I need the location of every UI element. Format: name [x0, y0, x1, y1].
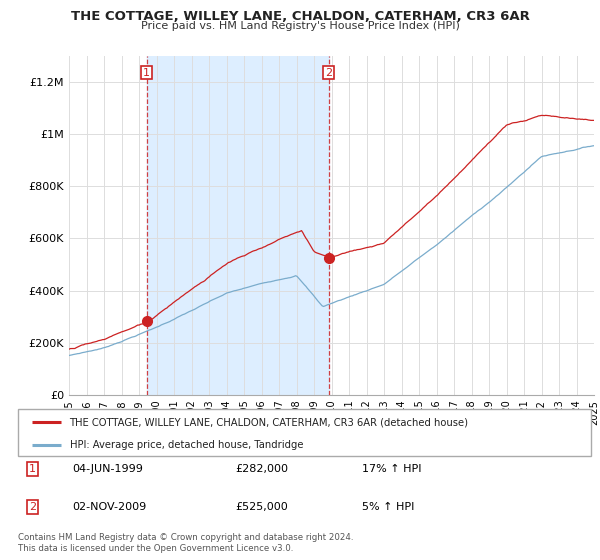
Text: Contains HM Land Registry data © Crown copyright and database right 2024.
This d: Contains HM Land Registry data © Crown c… — [18, 533, 353, 553]
Text: HPI: Average price, detached house, Tandridge: HPI: Average price, detached house, Tand… — [70, 440, 303, 450]
Bar — [146, 56, 329, 395]
Text: 02-NOV-2009: 02-NOV-2009 — [73, 502, 146, 512]
Text: 04-JUN-1999: 04-JUN-1999 — [73, 464, 143, 474]
Text: 2: 2 — [29, 502, 36, 512]
Text: THE COTTAGE, WILLEY LANE, CHALDON, CATERHAM, CR3 6AR (detached house): THE COTTAGE, WILLEY LANE, CHALDON, CATER… — [70, 417, 469, 427]
Text: 5% ↑ HPI: 5% ↑ HPI — [362, 502, 414, 512]
Text: 1: 1 — [29, 464, 36, 474]
Text: 1: 1 — [143, 68, 150, 78]
Text: THE COTTAGE, WILLEY LANE, CHALDON, CATERHAM, CR3 6AR: THE COTTAGE, WILLEY LANE, CHALDON, CATER… — [71, 10, 529, 23]
Text: 17% ↑ HPI: 17% ↑ HPI — [362, 464, 421, 474]
FancyBboxPatch shape — [18, 409, 591, 456]
Text: £525,000: £525,000 — [236, 502, 289, 512]
Text: Price paid vs. HM Land Registry's House Price Index (HPI): Price paid vs. HM Land Registry's House … — [140, 21, 460, 31]
Text: £282,000: £282,000 — [236, 464, 289, 474]
Text: 2: 2 — [325, 68, 332, 78]
